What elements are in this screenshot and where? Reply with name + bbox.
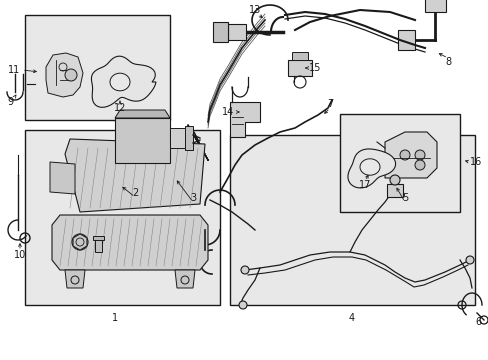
Text: 8: 8 [444,57,450,67]
Text: 13: 13 [248,5,261,15]
Text: 4: 4 [348,313,354,323]
Text: 7: 7 [326,99,332,109]
Polygon shape [73,234,87,250]
Polygon shape [46,53,83,97]
Polygon shape [229,102,260,137]
Bar [25,130,220,305]
Text: 10: 10 [14,250,26,260]
Polygon shape [359,159,379,175]
Polygon shape [50,162,75,194]
Text: 17: 17 [358,180,370,190]
Polygon shape [91,56,156,107]
Polygon shape [227,24,245,40]
Polygon shape [65,139,204,212]
Text: 3: 3 [189,193,196,203]
Text: 6: 6 [474,317,480,327]
Text: 9: 9 [7,97,13,107]
Circle shape [390,188,398,196]
Polygon shape [175,270,195,288]
Polygon shape [184,126,193,150]
Circle shape [389,175,399,185]
Polygon shape [52,215,207,270]
Polygon shape [115,118,170,163]
Text: 12: 12 [114,103,126,113]
Polygon shape [65,270,85,288]
Circle shape [414,160,424,170]
Text: 16: 16 [469,157,481,167]
Circle shape [72,234,88,250]
Circle shape [465,256,473,264]
Polygon shape [93,236,104,240]
Circle shape [65,69,77,81]
Circle shape [239,301,246,309]
Text: 2: 2 [132,188,138,198]
Circle shape [414,150,424,160]
Polygon shape [384,132,436,178]
Polygon shape [291,52,307,60]
Text: 11: 11 [8,65,20,75]
Polygon shape [95,238,102,252]
Bar [339,114,459,212]
Polygon shape [110,73,130,91]
Circle shape [241,266,248,274]
Bar [25,15,170,120]
Polygon shape [397,30,414,50]
Text: 5: 5 [401,193,407,203]
Polygon shape [213,22,227,42]
Text: 14: 14 [222,107,234,117]
Polygon shape [287,60,311,76]
Text: 1: 1 [112,313,118,323]
Polygon shape [347,149,395,188]
Polygon shape [386,184,402,197]
Circle shape [399,150,409,160]
Polygon shape [424,0,445,12]
Polygon shape [115,110,170,118]
Bar [229,135,474,305]
Polygon shape [170,128,184,148]
Text: 15: 15 [308,63,321,73]
